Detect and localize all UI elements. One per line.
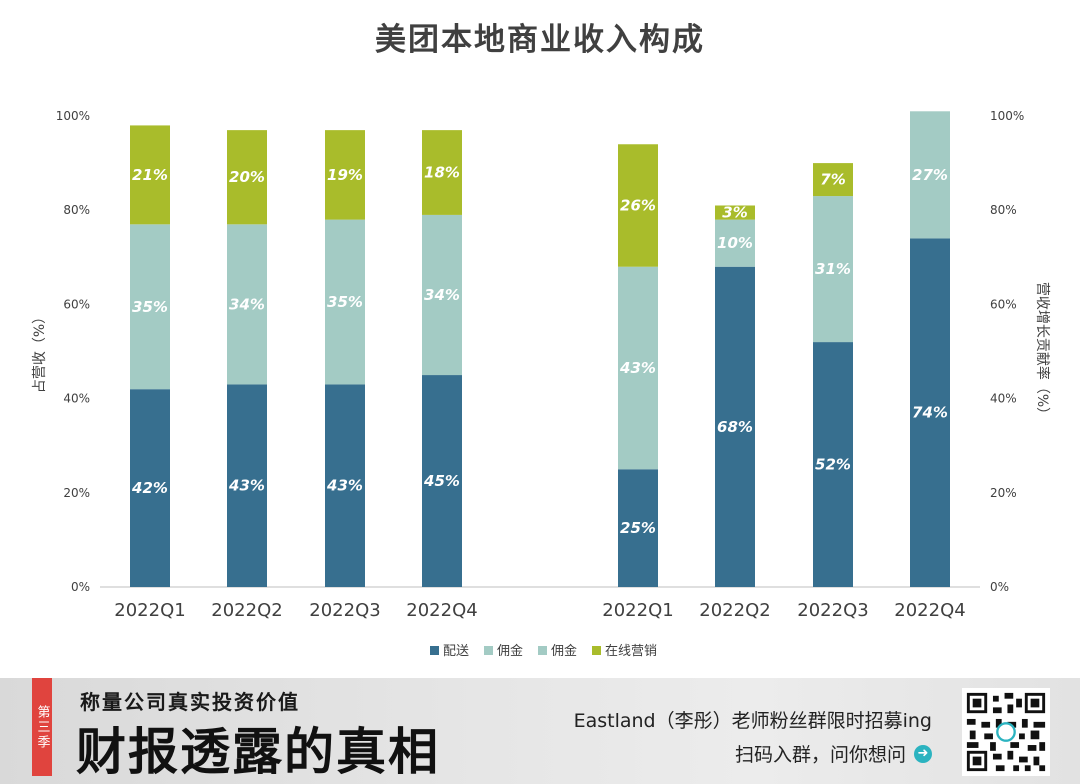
legend-swatch [538,646,547,655]
bar-segment-growth-3 [618,144,658,267]
promo-line-2[interactable]: 扫码入群，问你想问 ➜ [735,740,932,767]
data-label: 43% [619,359,656,377]
legend: 配送 佣金 佣金 在线营销 [430,643,657,659]
data-label: 10% [717,234,753,252]
data-label: 52% [815,456,851,474]
data-label: 27% [912,166,948,184]
data-label: 45% [423,472,460,490]
data-label: 21% [132,166,168,184]
data-label: 74% [912,404,948,422]
bar-segment-share-3 [325,130,365,220]
promo-line-2-text: 扫码入群，问你想问 [734,744,906,766]
x-tick-label: 2022Q4 [894,600,965,621]
left-y-tick-label: 20% [63,486,90,500]
data-label: 25% [620,519,656,537]
bar-segment-share-2 [325,219,365,385]
bar-segment-growth-2 [910,111,950,239]
bar-segment-growth-2 [813,196,853,343]
bar-segment-growth-2 [618,266,658,470]
bar-segment-share-1 [422,375,462,587]
chart-title: 美团本地商业收入构成 [375,22,705,58]
arrow-right-icon[interactable]: ➜ [914,744,932,763]
left-y-tick-label: 60% [63,297,90,311]
promo-line-1: Eastland（李彤）老师粉丝群限时招募ing [573,710,932,732]
data-label: 18% [424,164,460,182]
banner-main-title: 财报透露的真相 [76,722,440,781]
bar-segment-share-2 [422,214,462,376]
promo-banner[interactable]: 第三季 称量公司真实投资价值 财报透露的真相 Eastland（李彤）老师粉丝群… [0,678,1080,784]
legend-label: 佣金 [497,643,523,659]
x-tick-label: 2022Q2 [699,600,770,621]
bar-segment-share-2 [130,224,170,390]
x-tick-label: 2022Q3 [309,600,380,621]
plot-area: 0% 20% 40% 60% 80% 100% 占营收（%） 0% 20% 40% 60% 80% 10… [32,109,1051,621]
data-label: 34% [229,295,265,313]
bar-segment-growth-1 [813,342,853,587]
legend-label: 佣金 [551,643,577,659]
bar-segment-share-1 [227,384,267,587]
data-label: 68% [717,418,753,436]
data-label: 43% [326,477,363,495]
right-y-tick-label: 100% [990,109,1024,123]
data-label: 34% [424,286,460,304]
bar-segment-growth-3 [813,163,853,197]
bar-segment-growth-1 [910,238,950,587]
data-label: 3% [722,204,747,222]
bar-segment-share-1 [325,384,365,587]
chart: 美团本地商业收入构成 0% 20% 40% 60% 80% 100% 占营收（%） 0% 20%… [32,22,1051,659]
x-tick-label: 2022Q4 [406,600,477,621]
legend-label: 在线营销 [605,644,657,659]
legend-swatch [484,646,493,655]
left-y-axis-title: 占营收（%） [32,310,48,393]
data-label: 35% [327,293,363,311]
left-y-tick-label: 100% [56,109,90,123]
legend-swatch [592,646,601,655]
bar-segment-share-3 [130,125,170,225]
bar-segment-growth-1 [618,469,658,587]
data-label: 43% [228,477,265,495]
data-label: 19% [327,166,363,184]
x-tick-label: 2022Q3 [797,600,868,621]
right-y-tick-label: 20% [990,486,1017,500]
season-tag: 第三季 [32,678,52,776]
bar-segment-share-3 [227,130,267,225]
bar-segment-share-1 [130,389,170,587]
x-tick-label: 2022Q2 [211,600,282,621]
data-label: 26% [620,196,656,214]
bar-segment-share-2 [227,224,267,385]
right-y-tick-label: 0% [990,580,1009,594]
bar-segment-growth-2 [715,219,755,267]
right-y-tick-label: 60% [990,297,1017,311]
x-tick-label: 2022Q1 [114,600,185,621]
left-y-tick-label: 80% [63,203,90,217]
bar-segment-growth-3 [715,205,755,220]
bar-segment-growth-1 [715,266,755,587]
right-y-axis-title: 营收增长贡献率（%） [1034,282,1051,421]
qr-code-icon[interactable] [962,688,1050,776]
data-label: 20% [229,168,265,186]
data-label: 42% [131,479,168,497]
bar-segment-share-3 [422,130,462,215]
data-label: 7% [820,171,845,189]
legend-swatch [430,646,439,655]
left-y-tick-label: 0% [71,580,90,594]
right-y-tick-label: 80% [990,203,1017,217]
x-tick-label: 2022Q1 [602,600,673,621]
data-label: 31% [815,260,851,278]
banner-subtitle: 称量公司真实投资价值 [80,690,300,714]
left-y-tick-label: 40% [63,392,90,406]
right-y-tick-label: 40% [990,392,1017,406]
data-label: 35% [132,298,168,316]
legend-label: 配送 [443,644,469,659]
